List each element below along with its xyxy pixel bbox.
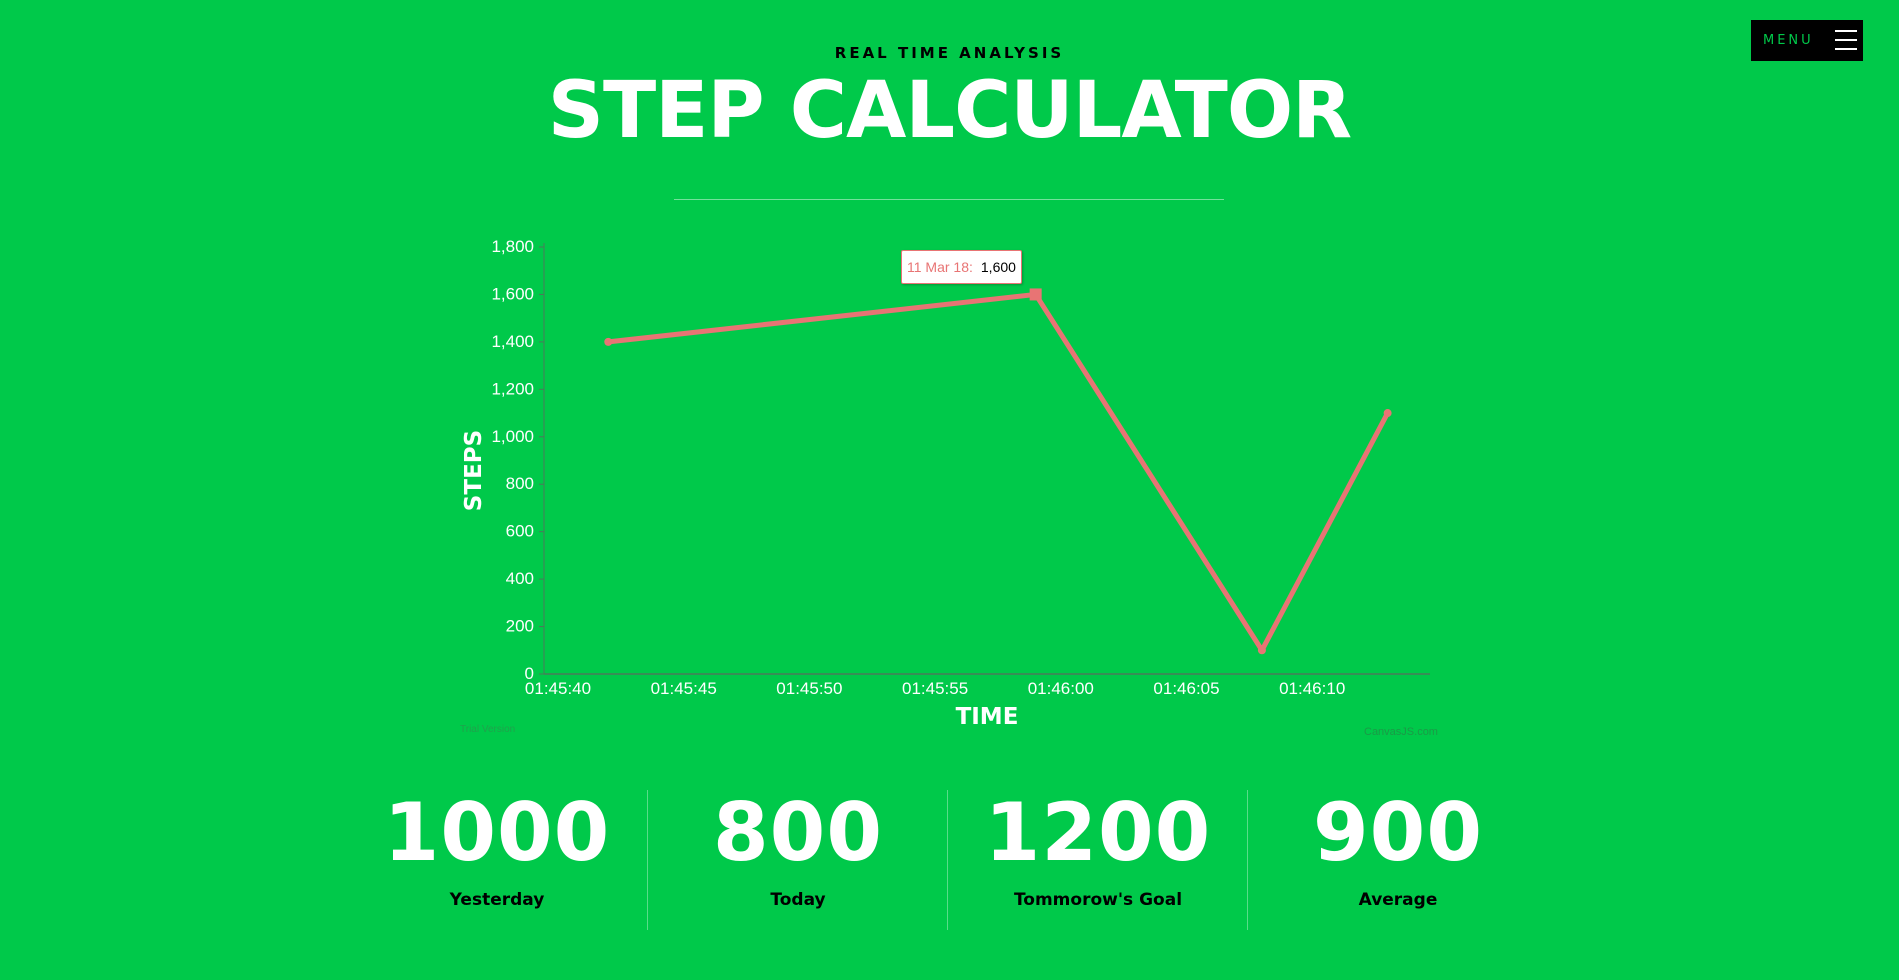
stat-tomorrows-goal: 1200 Tommorow's Goal xyxy=(947,790,1247,930)
y-tick-label: 600 xyxy=(506,522,534,541)
y-tick-label: 800 xyxy=(506,474,534,493)
canvasjs-credit-link[interactable]: CanvasJS.com xyxy=(1364,726,1438,738)
y-tick-label: 0 xyxy=(525,664,534,683)
y-tick-label: 400 xyxy=(506,569,534,588)
x-axis-title: TIME xyxy=(956,704,1019,730)
data-point xyxy=(1383,409,1392,418)
data-point xyxy=(1257,646,1266,655)
steps-chart[interactable]: 0 200 400 600 800 1,000 1,200 1,400 1,600 1,800 01… xyxy=(450,230,1450,750)
header-divider xyxy=(674,199,1224,200)
stat-value: 1000 xyxy=(383,786,611,879)
stat-label: Yesterday xyxy=(449,890,545,910)
y-tick-label: 1,000 xyxy=(491,427,534,446)
menu-label: MENU xyxy=(1763,33,1814,48)
trial-version-text: Trial Version xyxy=(460,724,516,735)
y-axis-title: STEPS xyxy=(461,430,487,511)
stat-label: Today xyxy=(770,890,826,910)
stat-average: 900 Average xyxy=(1247,790,1547,930)
chart-tooltip: 11 Mar 18: 1,600 xyxy=(901,250,1022,284)
tooltip-label: 11 Mar 18: xyxy=(907,259,973,275)
y-tick-label: 1,200 xyxy=(491,379,534,398)
x-tick-label: 01:46:00 xyxy=(1028,679,1094,698)
stat-label: Average xyxy=(1358,890,1438,910)
x-tick-label: 01:45:45 xyxy=(651,679,717,698)
x-tick-label: 01:45:55 xyxy=(902,679,968,698)
x-tick-label: 01:45:50 xyxy=(776,679,842,698)
page-title: STEP CALCULATOR xyxy=(547,66,1352,156)
x-tick-label: 01:46:05 xyxy=(1153,679,1219,698)
data-point xyxy=(1029,288,1042,301)
y-tick-label: 1,600 xyxy=(491,284,534,303)
stat-value: 900 xyxy=(1313,786,1483,879)
stat-label: Tommorow's Goal xyxy=(1013,890,1183,910)
x-tick-label: 01:46:10 xyxy=(1279,679,1345,698)
stats-row: 1000 Yesterday 800 Today 1200 Tommorow's… xyxy=(347,790,1547,930)
y-tick-label: 1,400 xyxy=(491,332,534,351)
hamburger-icon xyxy=(1835,30,1857,50)
series-line xyxy=(605,291,1391,653)
stat-value: 1200 xyxy=(984,786,1212,879)
steps-chart-svg: 0 200 400 600 800 1,000 1,200 1,400 1,600 1,800 01… xyxy=(461,237,1430,730)
data-point xyxy=(604,337,613,346)
y-tick-label: 1,800 xyxy=(491,237,534,256)
stat-today: 800 Today xyxy=(647,790,947,930)
stat-value: 800 xyxy=(713,786,883,879)
menu-button[interactable]: MENU xyxy=(1751,20,1863,61)
y-tick-label: 200 xyxy=(506,617,534,636)
stat-yesterday: 1000 Yesterday xyxy=(347,790,647,930)
tooltip-value: 1,600 xyxy=(980,259,1016,275)
x-tick-label: 01:45:40 xyxy=(525,679,591,698)
page-subtitle: REAL TIME ANALYSIS xyxy=(834,44,1065,62)
